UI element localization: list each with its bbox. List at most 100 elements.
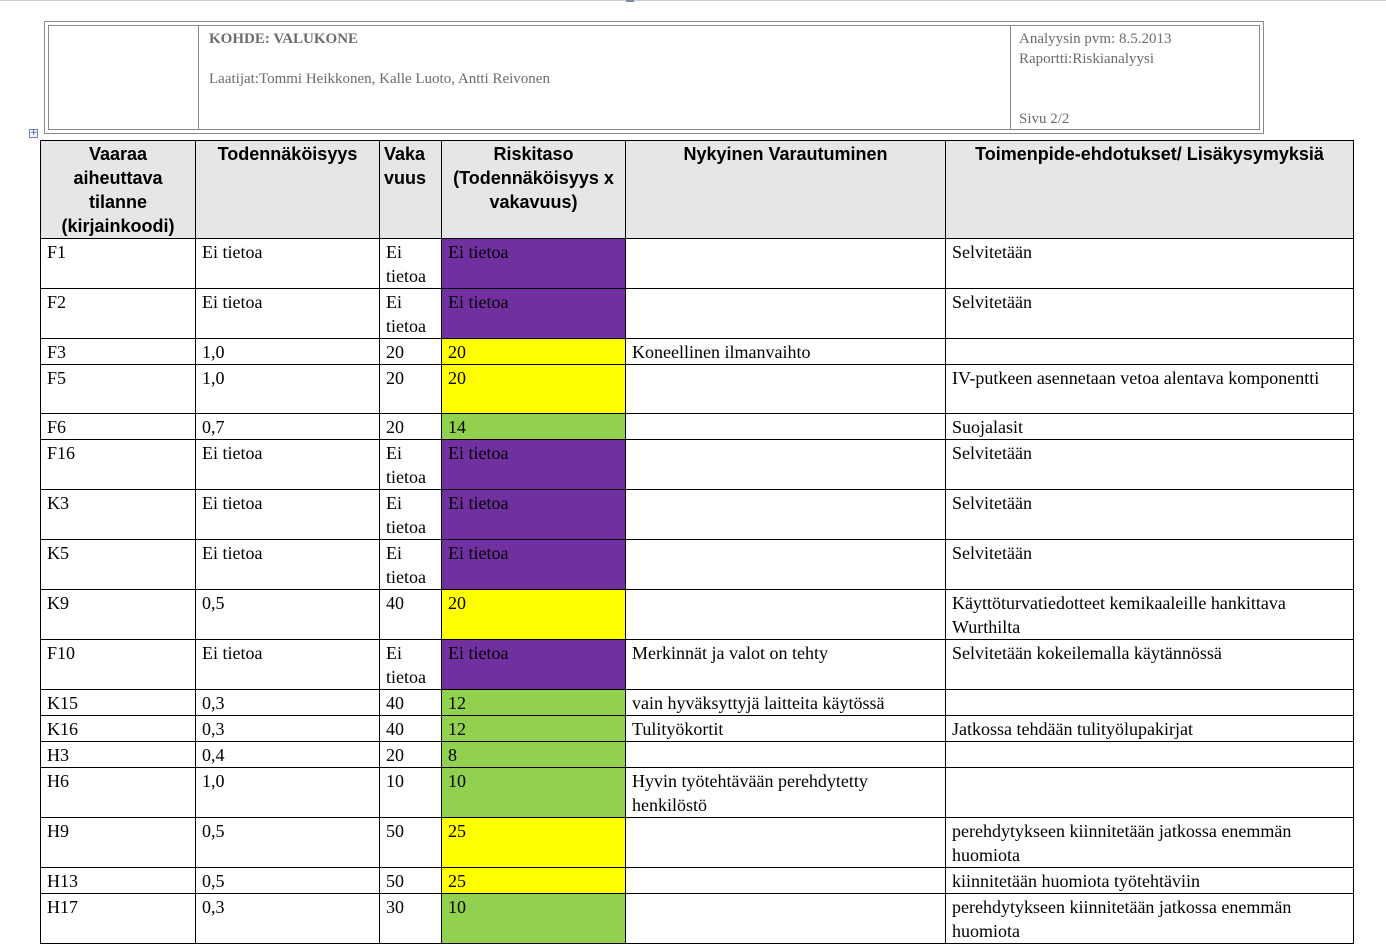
row-current-preparedness: Merkinnät ja valot on tehty bbox=[625, 639, 946, 690]
page-header: KOHDE: VALUKONE Laatijat:Tommi Heikkonen… bbox=[44, 21, 1264, 134]
row-actions: Selvitetään bbox=[945, 489, 1354, 540]
row-severity: 20 bbox=[379, 741, 442, 768]
table-move-handle-icon[interactable]: + bbox=[29, 128, 38, 138]
row-actions: Suojalasit bbox=[945, 413, 1354, 440]
row-probability: 0,3 bbox=[195, 715, 380, 742]
row-probability: Ei tietoa bbox=[195, 489, 380, 540]
table-row: F16 Ei tietoa Ei tietoa Ei tietoa Selvitetää… bbox=[40, 439, 1354, 490]
row-risk-level: 12 bbox=[441, 715, 626, 742]
row-severity: 40 bbox=[379, 689, 442, 716]
table-header-row: Vaaraa aiheuttava tilanne (kirjainkoodi)… bbox=[40, 140, 1354, 239]
row-code: H13 bbox=[40, 867, 196, 894]
row-current-preparedness bbox=[625, 867, 946, 894]
row-current-preparedness: vain hyväksyttyjä laitteita käytössä bbox=[625, 689, 946, 716]
row-risk-level: 25 bbox=[441, 817, 626, 868]
row-probability: 0,3 bbox=[195, 689, 380, 716]
row-probability: 1,0 bbox=[195, 338, 380, 365]
header-page-number: Sivu 2/2 bbox=[1019, 111, 1070, 127]
row-risk-level: 20 bbox=[441, 338, 626, 365]
row-current-preparedness bbox=[625, 238, 946, 289]
row-actions: Selvitetään bbox=[945, 238, 1354, 289]
table-row: H9 0,5 50 25 perehdytykseen kiinnitetään jat… bbox=[40, 817, 1354, 868]
row-current-preparedness bbox=[625, 817, 946, 868]
table-body: F1 Ei tietoa Ei tietoa Ei tietoa Selvitetään… bbox=[40, 238, 1354, 944]
header-logo-cell bbox=[49, 26, 199, 129]
row-code: F5 bbox=[40, 364, 196, 414]
risk-analysis-table: Vaaraa aiheuttava tilanne (kirjainkoodi)… bbox=[40, 140, 1354, 944]
row-probability: 0,4 bbox=[195, 741, 380, 768]
row-current-preparedness bbox=[625, 288, 946, 339]
header-report-type: Raportti:Riskianalyysi bbox=[1019, 51, 1154, 67]
row-current-preparedness bbox=[625, 589, 946, 640]
row-probability: 0,7 bbox=[195, 413, 380, 440]
row-current-preparedness bbox=[625, 489, 946, 540]
table-row: K16 0,3 40 12 Tulityökortit Jatkossa tehdään … bbox=[40, 715, 1354, 742]
row-current-preparedness bbox=[625, 893, 946, 944]
row-code: H17 bbox=[40, 893, 196, 944]
row-probability: 0,5 bbox=[195, 867, 380, 894]
table-row: F6 0,7 20 14 Suojalasit bbox=[40, 413, 1354, 440]
row-risk-level: Ei tietoa bbox=[441, 439, 626, 490]
col-header-current-preparedness: Nykyinen Varautuminen bbox=[625, 140, 946, 239]
row-code: K9 bbox=[40, 589, 196, 640]
row-severity: Ei tietoa bbox=[379, 639, 442, 690]
row-code: F1 bbox=[40, 238, 196, 289]
header-title-cell: KOHDE: VALUKONE Laatijat:Tommi Heikkonen… bbox=[199, 26, 1011, 129]
table-row: K3 Ei tietoa Ei tietoa Ei tietoa Selvitetään bbox=[40, 489, 1354, 540]
row-probability: 0,5 bbox=[195, 817, 380, 868]
table-row: F1 Ei tietoa Ei tietoa Ei tietoa Selvitetään bbox=[40, 238, 1354, 289]
row-risk-level: Ei tietoa bbox=[441, 238, 626, 289]
row-severity: 50 bbox=[379, 817, 442, 868]
row-current-preparedness bbox=[625, 741, 946, 768]
row-code: K15 bbox=[40, 689, 196, 716]
row-severity: Ei tietoa bbox=[379, 288, 442, 339]
header-analysis-date: Analyysin pvm: 8.5.2013 bbox=[1019, 31, 1172, 47]
table-row: K5 Ei tietoa Ei tietoa Ei tietoa Selvitetään bbox=[40, 539, 1354, 590]
row-risk-level: 10 bbox=[441, 893, 626, 944]
table-row: H6 1,0 10 10 Hyvin työtehtävään perehdytetty… bbox=[40, 767, 1354, 818]
row-probability: Ei tietoa bbox=[195, 288, 380, 339]
row-probability: Ei tietoa bbox=[195, 639, 380, 690]
row-risk-level: 25 bbox=[441, 867, 626, 894]
row-actions: IV-putkeen asennetaan vetoa alentava kom… bbox=[945, 364, 1354, 414]
row-code: K16 bbox=[40, 715, 196, 742]
row-risk-level: 8 bbox=[441, 741, 626, 768]
table-row: K15 0,3 40 12 vain hyväksyttyjä laitteita kä… bbox=[40, 689, 1354, 716]
row-current-preparedness bbox=[625, 413, 946, 440]
row-code: F10 bbox=[40, 639, 196, 690]
row-probability: Ei tietoa bbox=[195, 439, 380, 490]
row-risk-level: Ei tietoa bbox=[441, 639, 626, 690]
row-actions bbox=[945, 741, 1354, 768]
row-current-preparedness: Tulityökortit bbox=[625, 715, 946, 742]
page-header-inner: KOHDE: VALUKONE Laatijat:Tommi Heikkonen… bbox=[48, 25, 1260, 130]
table-row: F3 1,0 20 20 Koneellinen ilmanvaihto bbox=[40, 338, 1354, 365]
row-current-preparedness: Koneellinen ilmanvaihto bbox=[625, 338, 946, 365]
header-laatijat: Laatijat:Tommi Heikkonen, Kalle Luoto, A… bbox=[209, 71, 550, 87]
row-actions bbox=[945, 338, 1354, 365]
row-risk-level: Ei tietoa bbox=[441, 489, 626, 540]
row-current-preparedness bbox=[625, 364, 946, 414]
row-code: F2 bbox=[40, 288, 196, 339]
row-actions: Jatkossa tehdään tulityölupakirjat bbox=[945, 715, 1354, 742]
row-risk-level: 20 bbox=[441, 364, 626, 414]
table-row: K9 0,5 40 20 Käyttöturvatiedotteet kemikaale… bbox=[40, 589, 1354, 640]
table-row: H13 0,5 50 25 kiinnitetään huomiota työtehtä… bbox=[40, 867, 1354, 894]
col-header-actions: Toimenpide-ehdotukset/ Lisäkysymyksiä bbox=[945, 140, 1354, 239]
row-code: H9 bbox=[40, 817, 196, 868]
row-risk-level: 14 bbox=[441, 413, 626, 440]
row-severity: 30 bbox=[379, 893, 442, 944]
row-probability: Ei tietoa bbox=[195, 238, 380, 289]
header-info-cell: Analyysin pvm: 8.5.2013 Raportti:Riskian… bbox=[1011, 26, 1259, 129]
row-severity: Ei tietoa bbox=[379, 489, 442, 540]
row-code: K3 bbox=[40, 489, 196, 540]
row-actions: perehdytykseen kiinnitetään jatkossa ene… bbox=[945, 817, 1354, 868]
row-probability: 1,0 bbox=[195, 767, 380, 818]
col-header-situation: Vaaraa aiheuttava tilanne (kirjainkoodi) bbox=[40, 140, 196, 239]
row-severity: 20 bbox=[379, 338, 442, 365]
row-severity: 20 bbox=[379, 413, 442, 440]
table-row: F10 Ei tietoa Ei tietoa Ei tietoa Merkinnät … bbox=[40, 639, 1354, 690]
row-probability: 1,0 bbox=[195, 364, 380, 414]
row-current-preparedness bbox=[625, 539, 946, 590]
row-severity: 20 bbox=[379, 364, 442, 414]
col-header-severity: Vaka vuus bbox=[379, 140, 442, 239]
